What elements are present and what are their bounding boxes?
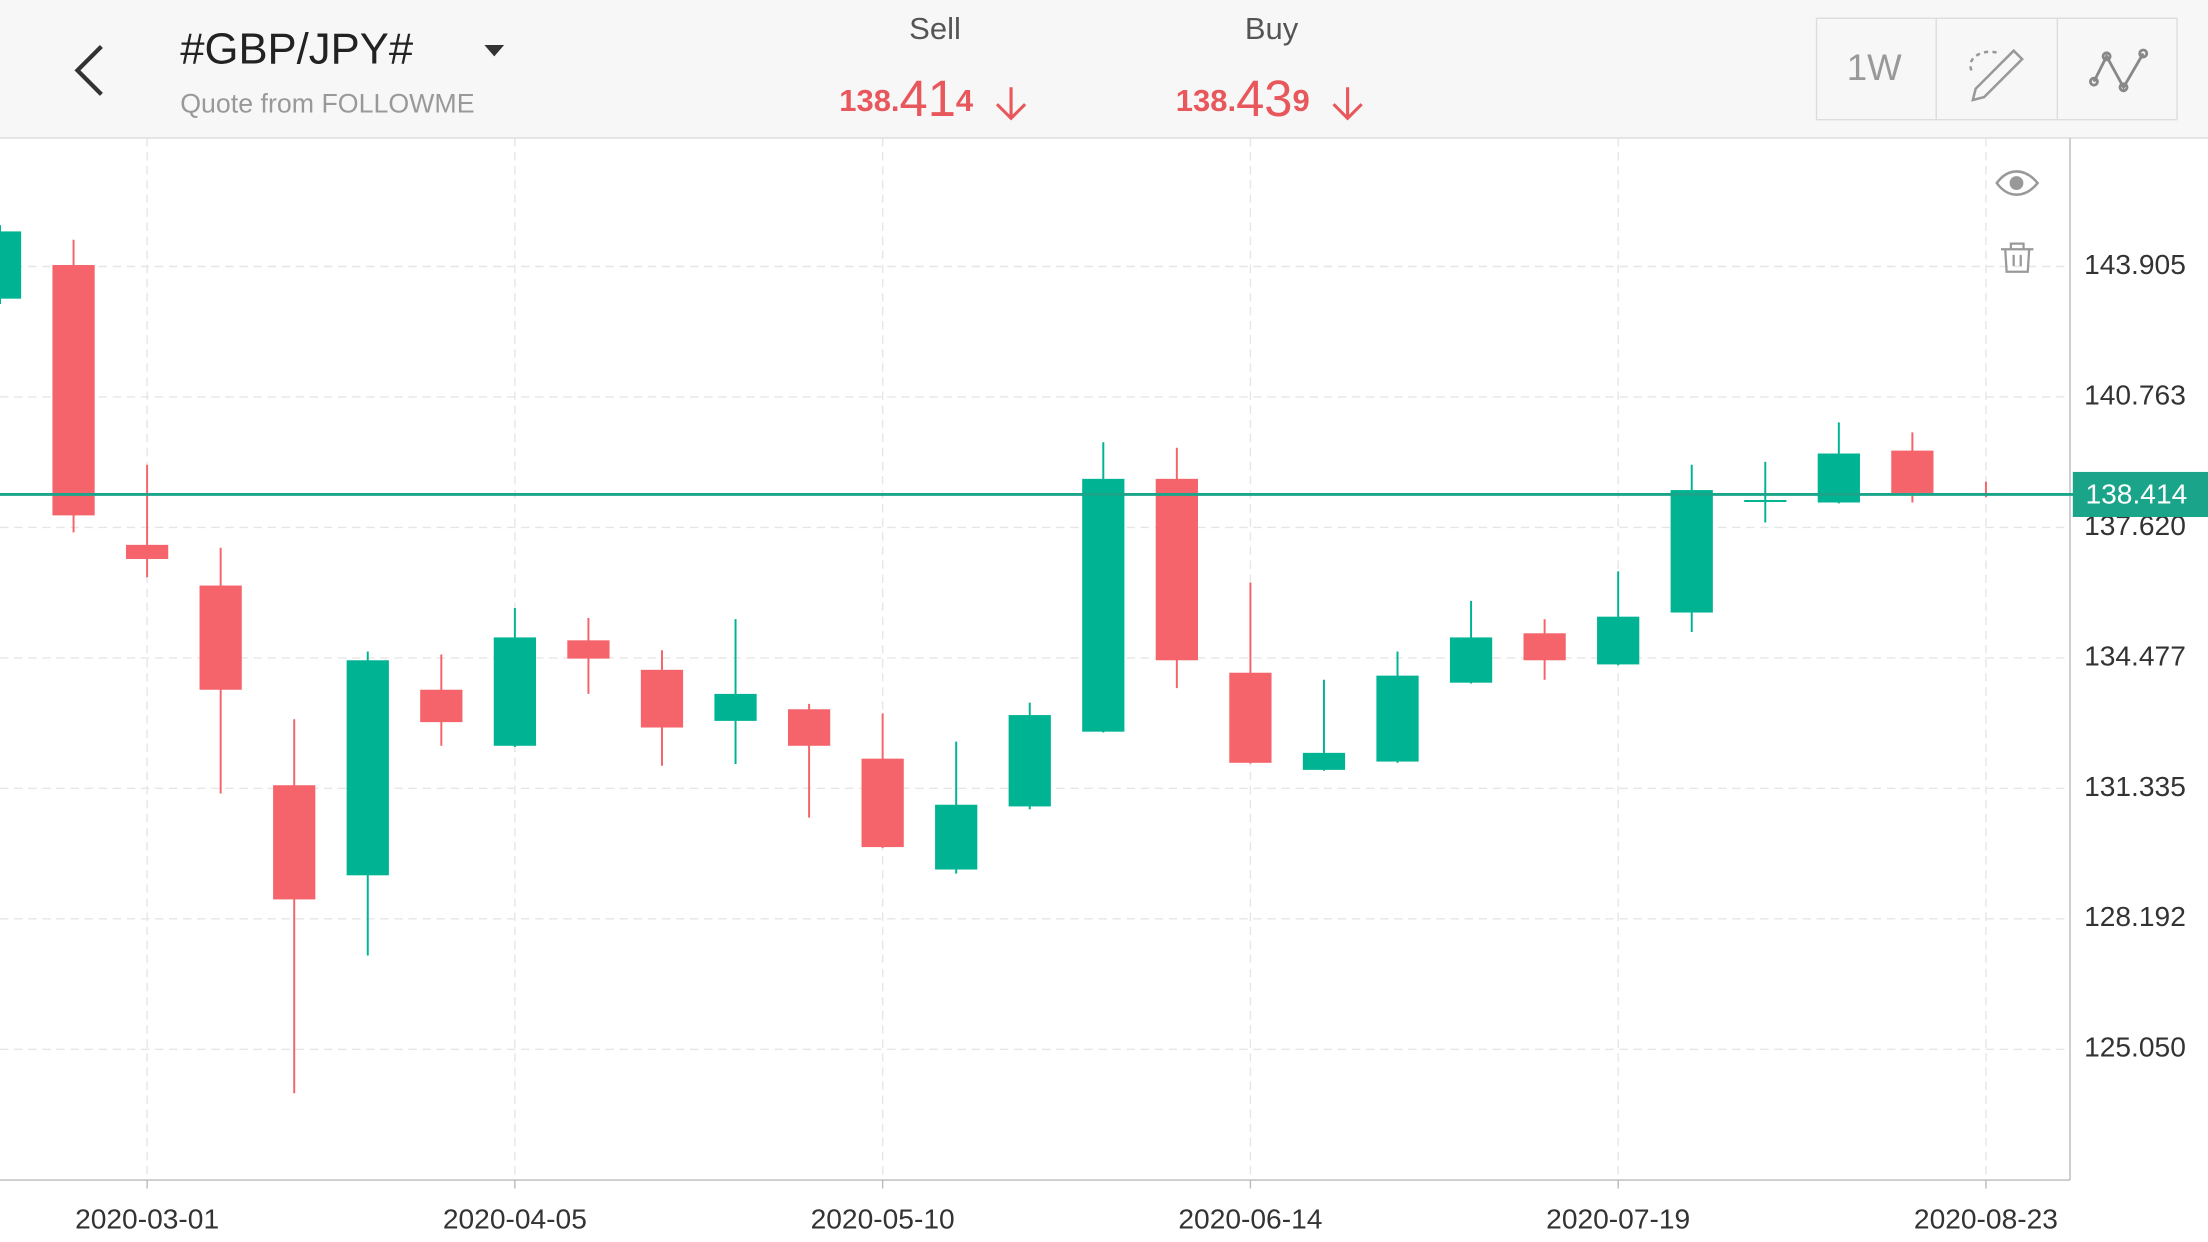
candle-body	[273, 785, 316, 900]
candle-body	[1523, 633, 1566, 661]
price-part: 138.	[1176, 83, 1236, 118]
candle-body	[125, 544, 169, 559]
x-tick-label: 2020-05-10	[811, 1203, 955, 1234]
candle-body	[420, 689, 463, 723]
price-part: 9	[1292, 83, 1309, 118]
y-tick-label: 140.763	[2084, 379, 2186, 410]
candle-body	[0, 231, 22, 299]
candle-body	[1302, 752, 1346, 770]
candle-body	[1376, 675, 1419, 762]
price-part: 43	[1236, 70, 1292, 127]
sell-price: 138.414	[839, 70, 974, 127]
symbol-dropdown[interactable]	[484, 45, 505, 57]
candle-body	[1229, 672, 1272, 763]
grid	[0, 138, 2070, 1181]
period-button[interactable]: 1W	[1847, 47, 1902, 88]
candle-body	[861, 758, 904, 848]
axes: 125.050128.192131.335134.477137.620140.7…	[0, 249, 2208, 1234]
last-price-box	[2072, 471, 2208, 517]
candle-body	[1082, 478, 1125, 732]
candle-body	[935, 804, 978, 870]
candle-body	[493, 637, 536, 746]
last-price-label: 138.414	[2085, 478, 2187, 509]
candle-body	[787, 709, 831, 746]
back-button[interactable]	[74, 44, 103, 96]
candle-body	[346, 660, 389, 876]
delete-button[interactable]	[2001, 242, 2034, 273]
symbol[interactable]: #GBP/JPY#	[180, 25, 414, 74]
x-tick-label: 2020-08-23	[1914, 1203, 2058, 1234]
candle-body	[1449, 637, 1493, 683]
x-tick-label: 2020-07-19	[1546, 1203, 1690, 1234]
y-tick-label: 134.477	[2084, 640, 2186, 671]
candle-body	[1008, 715, 1051, 807]
candle-body	[567, 640, 610, 659]
quote-source: Quote from FOLLOWME	[180, 89, 474, 119]
x-tick-label: 2020-06-14	[1178, 1203, 1322, 1234]
sell-label: Sell	[909, 11, 961, 46]
candles	[0, 225, 2008, 1094]
buy-arrow	[1332, 87, 1363, 121]
candle-body	[714, 693, 757, 721]
candle-body	[1891, 450, 1934, 493]
sell-arrow	[995, 87, 1027, 121]
y-tick-label: 125.050	[2084, 1032, 2186, 1063]
price-part: 138.	[839, 83, 899, 118]
draw-tool-button[interactable]	[1969, 48, 2024, 102]
x-tick-label: 2020-03-01	[75, 1203, 219, 1234]
buy-label: Buy	[1245, 11, 1299, 46]
price-part: 4	[956, 83, 974, 118]
buy-price: 138.439	[1176, 70, 1310, 127]
y-tick-label: 143.905	[2084, 249, 2186, 280]
y-tick-label: 128.192	[2084, 901, 2186, 932]
candle-body	[1744, 500, 1787, 502]
visibility-toggle[interactable]	[1995, 170, 2040, 196]
candle-body	[1670, 490, 1713, 613]
candle-body	[52, 265, 95, 516]
candle-body	[1597, 616, 1640, 665]
indicator-button[interactable]	[2089, 48, 2149, 93]
price-part: 41	[900, 70, 956, 127]
candle-body	[1155, 478, 1198, 661]
candle-body	[640, 669, 684, 728]
candle-body	[199, 585, 242, 690]
x-tick-label: 2020-04-05	[443, 1203, 587, 1234]
y-tick-label: 131.335	[2084, 771, 2186, 802]
